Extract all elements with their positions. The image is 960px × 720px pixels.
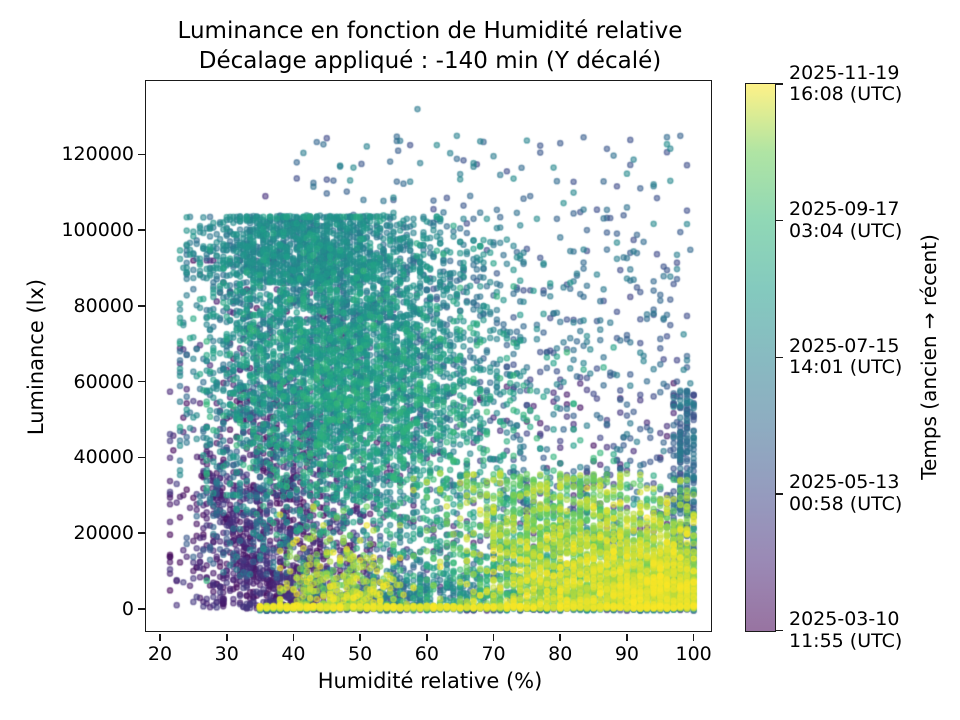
x-tick-label: 70 bbox=[481, 643, 506, 665]
x-tick-label: 40 bbox=[281, 643, 306, 665]
y-tick-label: 20000 bbox=[73, 522, 134, 545]
x-tick-mark bbox=[225, 633, 228, 641]
x-axis-label: Humidité relative (%) bbox=[317, 669, 543, 693]
x-tick-label: 80 bbox=[548, 643, 573, 665]
x-tick-label: 50 bbox=[348, 643, 373, 665]
chart-title-line2: Décalage appliqué : -140 min (Y décalé) bbox=[198, 48, 662, 74]
y-tick-label: 60000 bbox=[73, 370, 134, 393]
y-axis-label: Luminance (lx) bbox=[24, 278, 48, 436]
y-tick-mark bbox=[138, 305, 146, 307]
x-tick-label: 90 bbox=[614, 643, 640, 665]
chart-title: Luminance en fonction de Humidité relati… bbox=[147, 16, 713, 76]
y-tick-label: 40000 bbox=[73, 446, 134, 469]
x-tick-mark bbox=[159, 633, 161, 641]
colorbar-tick-date: 2025-09-17 bbox=[789, 198, 900, 221]
x-tick-mark bbox=[292, 633, 295, 641]
chart-title-line1: Luminance en fonction de Humidité relati… bbox=[177, 18, 683, 44]
colorbar-tick-mark bbox=[776, 629, 784, 632]
colorbar-gradient bbox=[745, 82, 776, 632]
colorbar-tick-date: 2025-05-13 bbox=[789, 471, 900, 494]
y-tick-label: 80000 bbox=[73, 294, 134, 317]
colorbar-tick-time: 11:55 (UTC) bbox=[789, 629, 903, 652]
colorbar-tick-label: 2025-03-10 11:55 (UTC) bbox=[789, 609, 902, 652]
y-tick-label: 120000 bbox=[61, 143, 134, 166]
y-tick-mark bbox=[138, 532, 146, 534]
x-tick-mark bbox=[626, 633, 628, 641]
y-tick-mark bbox=[138, 456, 146, 459]
y-tick-mark bbox=[138, 380, 146, 383]
colorbar-tick-mark bbox=[776, 219, 784, 222]
colorbar-tick-label: 2025-05-13 00:58 (UTC) bbox=[789, 472, 902, 515]
colorbar-tick-label: 2025-09-17 03:04 (UTC) bbox=[789, 199, 902, 242]
colorbar-tick-time: 00:58 (UTC) bbox=[789, 492, 903, 515]
y-tick-label: 0 bbox=[121, 597, 134, 620]
colorbar-tick-time: 03:04 (UTC) bbox=[789, 219, 903, 242]
colorbar-tick-mark bbox=[776, 356, 784, 359]
x-tick-mark bbox=[359, 633, 361, 641]
scatter-plot-canvas bbox=[147, 82, 712, 632]
x-tick-label: 60 bbox=[414, 643, 439, 665]
x-tick-mark bbox=[426, 633, 428, 641]
colorbar-tick-date: 2025-11-19 bbox=[789, 61, 900, 84]
y-tick-mark bbox=[138, 229, 146, 231]
x-tick-label: 100 bbox=[675, 643, 712, 665]
colorbar-tick-date: 2025-07-15 bbox=[789, 334, 900, 357]
colorbar-tick-time: 16:08 (UTC) bbox=[789, 83, 903, 105]
x-tick-mark bbox=[559, 633, 562, 641]
y-tick-mark bbox=[138, 153, 146, 156]
colorbar-tick-label: 2025-11-19 16:08 (UTC) bbox=[789, 61, 903, 106]
colorbar-tick-label: 2025-07-15 14:01 (UTC) bbox=[789, 334, 903, 379]
colorbar-tick-date: 2025-03-10 bbox=[789, 608, 900, 631]
colorbar-tick-mark bbox=[776, 83, 784, 85]
x-tick-label: 20 bbox=[147, 643, 173, 665]
y-tick-mark bbox=[138, 607, 146, 610]
y-tick-label: 100000 bbox=[61, 219, 134, 242]
x-tick-mark bbox=[692, 633, 695, 641]
colorbar-label: Temps (ancien → récent) bbox=[917, 234, 941, 480]
colorbar-tick-time: 14:01 (UTC) bbox=[789, 356, 903, 379]
x-tick-mark bbox=[492, 633, 495, 641]
x-tick-label: 30 bbox=[214, 643, 239, 665]
colorbar-tick-mark bbox=[776, 493, 784, 495]
